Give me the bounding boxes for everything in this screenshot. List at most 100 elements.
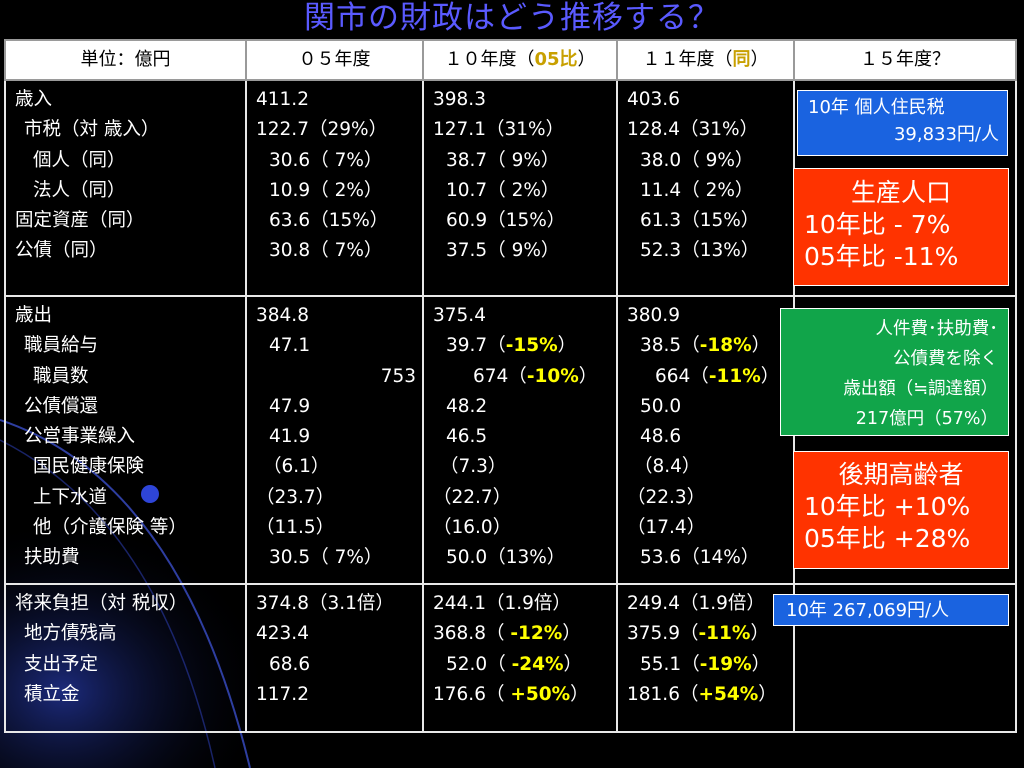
cell-value: 127.1（31%） xyxy=(433,119,565,141)
label-fixed-asset: 固定資産（同） xyxy=(15,210,145,232)
cell-value: 38.5（-18%） xyxy=(640,335,771,357)
callout-burden-per-person: 10年 267,069円/人 xyxy=(773,594,1009,626)
cell-value: 30.6（ 7%） xyxy=(269,149,383,171)
cell-value: 374.8（3.1倍） xyxy=(256,593,394,614)
cell-value: 30.8（ 7%） xyxy=(269,240,383,262)
header-fy11: １１年度（同） xyxy=(616,39,795,81)
expenditure-fy11: 380.9 38.5（-18%） 664（-11%） 50.0 48.6 （8.… xyxy=(616,295,795,585)
cell-value: 11.4（ 2%） xyxy=(640,179,754,201)
label-health-insurance: 国民健康保険 xyxy=(33,456,145,478)
cell-value: 60.9（15%） xyxy=(446,210,566,232)
expenditure-fy05: 384.8 47.1 753 47.9 41.9 （6.1） （23.7） （1… xyxy=(245,295,424,585)
label-reserve-fund: 積立金 xyxy=(24,683,80,705)
cell-value: 375.4 xyxy=(433,305,486,326)
cell-value: 674（-10%） xyxy=(473,365,598,387)
label-other-care: 他（介護保険 等） xyxy=(33,517,187,539)
cell-value: 181.6（+54%） xyxy=(627,683,777,705)
cell-value: 117.2 xyxy=(256,683,309,705)
cell-value: 10.9（ 2%） xyxy=(269,179,383,201)
cell-value: 664（-11%） xyxy=(655,365,780,387)
label-revenue: 歳入 xyxy=(15,89,53,110)
header-fy10: １０年度（05比） xyxy=(422,39,618,81)
future-fy10: 244.1（1.9倍） 368.8（ -12%） 52.0（ -24%） 176… xyxy=(422,583,618,733)
cell-value: 380.9 xyxy=(627,305,680,326)
cell-value: 47.1 xyxy=(269,335,311,357)
cell-value: 38.0（ 9%） xyxy=(640,149,754,171)
cell-value: 63.6（15%） xyxy=(269,210,389,232)
cell-value: 55.1（-19%） xyxy=(640,653,771,675)
cell-value: 375.9（-11%） xyxy=(627,623,769,645)
callout-tax-per-person: 10年 個人住民税 39,833円/人 xyxy=(797,90,1008,156)
cell-value: 368.8（ -12%） xyxy=(433,623,581,645)
callout-elderly: 後期高齢者 10年比 +10% 05年比 +28% xyxy=(793,451,1009,569)
cell-value: 176.6（ +50%） xyxy=(433,683,589,705)
revenue-fy10: 398.3 127.1（31%） 38.7（ 9%） 10.7（ 2%） 60.… xyxy=(422,79,618,297)
label-debt-repayment: 公債償還 xyxy=(24,395,99,417)
revenue-labels: 歳入 市税（対 歳入） 個人（同） 法人（同） 固定資産（同） 公債（同） xyxy=(4,79,247,297)
cell-value: 52.3（13%） xyxy=(640,240,760,262)
cell-value: 61.3（15%） xyxy=(640,210,760,232)
label-individual: 個人（同） xyxy=(33,149,126,171)
cell-value: 48.6 xyxy=(640,426,682,448)
cell-value: （22.3） xyxy=(627,486,706,508)
label-planned-spend: 支出予定 xyxy=(24,653,99,675)
cell-value: 403.6 xyxy=(627,89,680,110)
label-city-tax: 市税（対 歳入） xyxy=(24,119,160,141)
cell-value: （8.4） xyxy=(634,456,701,478)
label-bonds: 公債（同） xyxy=(15,240,108,262)
cell-value: 423.4 xyxy=(256,623,309,645)
future-labels: 将来負担（対 税収） 地方債残高 支出予定 積立金 xyxy=(4,583,247,733)
revenue-fy05: 411.2 122.7（29%） 30.6（ 7%） 10.9（ 2%） 63.… xyxy=(245,79,424,297)
cell-value: 47.9 xyxy=(269,395,311,417)
cell-value: 398.3 xyxy=(433,89,486,110)
cell-value: （6.1） xyxy=(263,456,330,478)
expenditure-labels: 歳出 職員給与 職員数 公債償還 公営事業繰入 国民健康保険 上下水道 他（介護… xyxy=(4,295,247,585)
label-corporate: 法人（同） xyxy=(33,179,126,201)
cell-value: （16.0） xyxy=(433,517,512,539)
cell-value: （22.7） xyxy=(433,486,512,508)
cell-value: （17.4） xyxy=(627,517,706,539)
future-burden-section: 将来負担（対 税収） 地方債残高 支出予定 積立金 374.8（3.1倍） 42… xyxy=(4,583,1017,733)
header-row: 単位：億円 ０５年度 １０年度（05比） １１年度（同） １５年度？ xyxy=(4,39,1017,81)
callout-procurement: 人件費･扶助費･ 公債費を除く 歳出額（≒調達額） 217億円（57%） xyxy=(780,308,1009,436)
cell-value: 753 xyxy=(380,365,416,387)
label-future-burden: 将来負担（対 税収） xyxy=(15,593,188,614)
cell-value: （11.5） xyxy=(256,517,335,539)
cell-value: 53.6（14%） xyxy=(640,547,760,569)
cell-value: 41.9 xyxy=(269,426,311,448)
expenditure-fy10: 375.4 39.7（-15%） 674（-10%） 48.2 46.5 （7.… xyxy=(422,295,618,585)
label-local-debt: 地方債残高 xyxy=(24,623,117,645)
cell-value: 50.0 xyxy=(640,395,682,417)
label-public-enterprise: 公営事業繰入 xyxy=(24,426,136,448)
label-staff-salary: 職員給与 xyxy=(24,335,99,357)
cell-value: 48.2 xyxy=(446,395,488,417)
cell-value: 30.5（ 7%） xyxy=(269,547,383,569)
label-expenditure: 歳出 xyxy=(15,305,53,326)
cell-value: 122.7（29%） xyxy=(256,119,388,141)
cell-value: 10.7（ 2%） xyxy=(446,179,560,201)
page-title: 関市の財政はどう推移する？ xyxy=(304,0,720,36)
header-unit: 単位：億円 xyxy=(4,39,247,81)
cell-value: 244.1（1.9倍） xyxy=(433,593,571,614)
cell-value: （23.7） xyxy=(256,486,335,508)
label-staff-count: 職員数 xyxy=(33,365,89,387)
cell-value: （7.3） xyxy=(440,456,507,478)
future-fy11: 249.4（1.9倍） 375.9（-11%） 55.1（-19%） 181.6… xyxy=(616,583,795,733)
label-welfare: 扶助費 xyxy=(24,547,80,569)
cell-value: 52.0（ -24%） xyxy=(446,653,583,675)
cell-value: 411.2 xyxy=(256,89,309,110)
callout-working-population: 生産人口 10年比 - 7% 05年比 -11% xyxy=(793,168,1009,286)
cell-value: 37.5（ 9%） xyxy=(446,240,560,262)
label-water-sewer: 上下水道 xyxy=(33,486,108,508)
cell-value: 68.6 xyxy=(269,653,311,675)
future-fy05: 374.8（3.1倍） 423.4 68.6 117.2 xyxy=(245,583,424,733)
cell-value: 128.4（31%） xyxy=(627,119,759,141)
revenue-fy11: 403.6 128.4（31%） 38.0（ 9%） 11.4（ 2%） 61.… xyxy=(616,79,795,297)
cell-value: 384.8 xyxy=(256,305,309,326)
cell-value: 249.4（1.9倍） xyxy=(627,593,765,614)
cell-value: 46.5 xyxy=(446,426,488,448)
header-fy15: １５年度？ xyxy=(793,39,1017,81)
cell-value: 39.7（-15%） xyxy=(446,335,577,357)
header-fy05: ０５年度 xyxy=(245,39,424,81)
cell-value: 38.7（ 9%） xyxy=(446,149,560,171)
